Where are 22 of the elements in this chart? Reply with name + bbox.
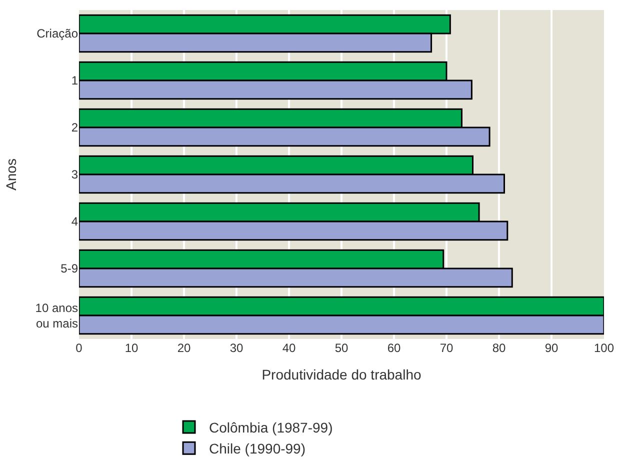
x-tick-label: 70 bbox=[440, 341, 454, 355]
x-tick-label: 10 bbox=[124, 341, 138, 355]
x-tick-label: 90 bbox=[544, 341, 558, 355]
x-tick-label: 30 bbox=[230, 341, 244, 355]
x-tick-label: 100 bbox=[594, 341, 614, 355]
x-axis-title: Produtividade do trabalho bbox=[262, 366, 422, 382]
x-tick-label: 0 bbox=[76, 341, 83, 355]
y-axis-title: Anos bbox=[2, 158, 19, 190]
y-tick-label: 1 bbox=[71, 74, 78, 88]
x-tick-label: 50 bbox=[334, 341, 348, 355]
y-tick-label: 2 bbox=[71, 120, 78, 135]
legend-label: Chile (1990-99) bbox=[209, 440, 306, 457]
y-tick-label: Criação bbox=[36, 26, 78, 41]
y-tick-label: 10 anos ou mais bbox=[35, 300, 78, 330]
x-tick-label: 20 bbox=[177, 341, 191, 355]
x-tick-label: 40 bbox=[282, 341, 296, 355]
y-tick-label: 4 bbox=[71, 214, 78, 229]
y-tick-label: 5-9 bbox=[60, 262, 78, 276]
y-tick-label: 3 bbox=[71, 168, 78, 182]
legend-label: Colômbia (1987-99) bbox=[209, 419, 333, 436]
x-tick-label: 60 bbox=[387, 341, 401, 355]
x-tick-label: 80 bbox=[492, 341, 506, 355]
